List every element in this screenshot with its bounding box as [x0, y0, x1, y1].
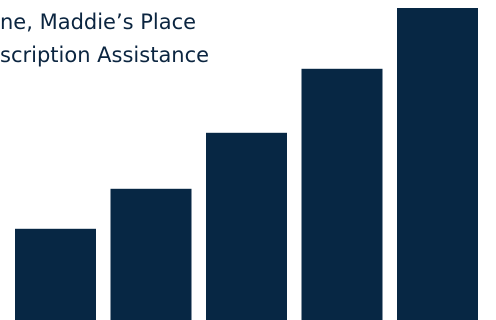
chart-caption: ne, Maddie’s Place scription Assistance: [0, 6, 209, 72]
caption-line-2: scription Assistance: [0, 43, 210, 67]
caption-line-1: ne, Maddie’s Place: [0, 10, 197, 34]
bar-5: [397, 8, 478, 320]
bar-2: [110, 188, 192, 320]
bar-4: [301, 68, 383, 320]
bar-3: [206, 132, 287, 320]
bar-1: [15, 228, 96, 320]
